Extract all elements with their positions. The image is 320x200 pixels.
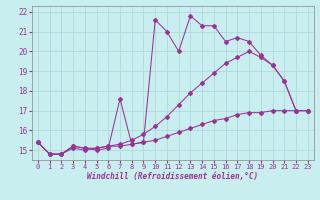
X-axis label: Windchill (Refroidissement éolien,°C): Windchill (Refroidissement éolien,°C): [87, 172, 258, 181]
